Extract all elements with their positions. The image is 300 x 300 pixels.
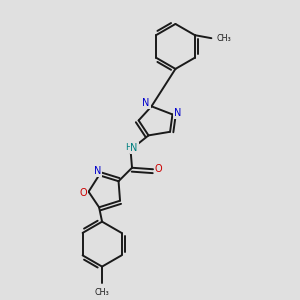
Text: N: N — [174, 108, 182, 118]
Text: CH₃: CH₃ — [95, 289, 110, 298]
Text: O: O — [80, 188, 87, 198]
Text: N: N — [142, 98, 150, 108]
Text: H: H — [125, 143, 131, 152]
Text: CH₃: CH₃ — [217, 34, 232, 43]
Text: N: N — [94, 166, 102, 176]
Text: O: O — [154, 164, 162, 174]
Text: N: N — [130, 143, 138, 153]
